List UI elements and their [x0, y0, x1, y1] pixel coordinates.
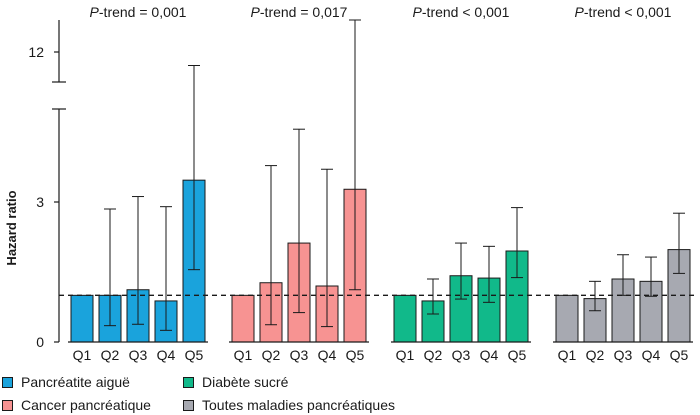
category-label: Q4 [642, 347, 661, 363]
category-label: Q5 [670, 347, 689, 363]
category-label: Q2 [586, 347, 605, 363]
y-axis: 0 3 12 Hazard ratio [4, 20, 66, 350]
category-label: Q4 [480, 347, 499, 363]
category-label: Q5 [508, 347, 527, 363]
category-label: Q3 [129, 347, 148, 363]
trend-label-4: P-trend < 0,001 [575, 4, 672, 20]
legend-item-toutes: Toutes maladies pancréatiques [183, 397, 395, 413]
category-label: Q5 [185, 347, 204, 363]
y-tick-label: 0 [36, 334, 44, 350]
category-label: Q1 [73, 347, 92, 363]
bar-group-4: Q1 Q2 Q3 Q4 Q5 [553, 212, 693, 363]
bar-groups: Q1 Q2 Q3 Q4 Q5 Q1 Q2 Q3 Q4 Q5 Q1 Q2 Q3 Q4 Q5 Q1 Q2 Q3 Q4 Q5 [68, 19, 693, 363]
category-label: Q5 [346, 347, 365, 363]
category-label: Q1 [234, 347, 253, 363]
bar-group-1: Q1 Q2 Q3 Q4 Q5 [68, 65, 208, 363]
category-label: Q2 [262, 347, 281, 363]
category-label: Q3 [290, 347, 309, 363]
y-tick-label: 12 [28, 44, 44, 60]
category-label: Q2 [424, 347, 443, 363]
trend-label-1: P-trend = 0,001 [90, 4, 187, 20]
bar-group-2: Q1 Q2 Q3 Q4 Q5 [229, 19, 369, 363]
legend-item-pancreatite: Pancréatite aiguë [2, 374, 130, 390]
trend-label-3: P-trend < 0,001 [413, 4, 510, 20]
trend-labels: P-trend = 0,001 P-trend = 0,017 P-trend < … [90, 4, 672, 20]
legend-swatch-pancreatite [2, 376, 13, 388]
legend-item-diabete: Diabète sucré [183, 374, 288, 390]
bar [555, 294, 579, 343]
legend-label-diabete: Diabète sucré [202, 374, 289, 390]
category-label: Q2 [101, 347, 120, 363]
bar [393, 294, 417, 343]
bar-group-3: Q1 Q2 Q3 Q4 Q5 [391, 207, 531, 363]
y-axis-title: Hazard ratio [4, 190, 19, 265]
bar [231, 294, 255, 343]
category-label: Q4 [157, 347, 176, 363]
bar [70, 294, 94, 343]
category-label: Q3 [452, 347, 471, 363]
trend-label-2: P-trend = 0,017 [251, 4, 348, 20]
category-label: Q3 [614, 347, 633, 363]
legend-swatch-diabete [183, 376, 194, 388]
legend-item-cancer: Cancer pancréatique [2, 397, 151, 413]
legend-swatch-toutes [183, 399, 194, 411]
legend-label-toutes: Toutes maladies pancréatiques [202, 397, 396, 413]
legend-label-pancreatite: Pancréatite aiguë [21, 374, 130, 390]
category-label: Q1 [558, 347, 577, 363]
legend-swatch-cancer [2, 399, 13, 411]
legend-label-cancer: Cancer pancréatique [21, 397, 151, 413]
y-tick-label: 3 [36, 194, 44, 210]
legend: Pancréatite aiguë Cancer pancréatique Di… [0, 370, 700, 415]
category-label: Q1 [396, 347, 415, 363]
category-label: Q4 [318, 347, 337, 363]
